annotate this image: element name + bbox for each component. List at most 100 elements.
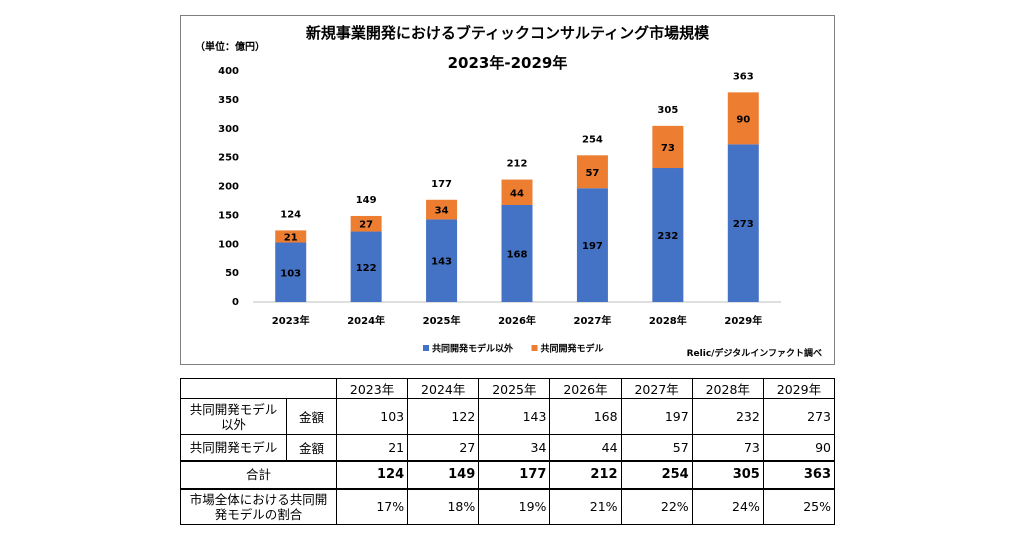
table-cell: 363 — [762, 459, 836, 490]
bar-total-label: 363 — [733, 71, 754, 82]
table-cell: 22% — [620, 488, 693, 525]
table-cell: 44 — [549, 434, 622, 461]
bar-segment-other — [727, 144, 759, 302]
table-row: 共同開発モデル 金額 21 27 34 44 57 73 90 — [180, 434, 836, 461]
y-tick-label: 200 — [218, 182, 239, 193]
table-year: 2023年 — [335, 378, 409, 399]
x-tick-label: 2028年 — [649, 314, 687, 327]
bar-segment-other — [426, 219, 458, 302]
table-cell: 17% — [335, 488, 409, 525]
bar-data-label: 73 — [661, 143, 675, 154]
bar-total-label: 177 — [431, 179, 452, 190]
x-tick-label: 2025年 — [423, 314, 461, 327]
table-cell: 19% — [478, 488, 551, 525]
bar-data-label: 27 — [359, 220, 373, 231]
y-tick-label: 100 — [218, 239, 239, 250]
table-cell: 24% — [691, 488, 764, 525]
table-cell: 254 — [620, 459, 693, 490]
chart-panel: 新規事業開発におけるブティックコンサルティング市場規模 2023年-2029年 … — [180, 15, 835, 365]
bar-segment-joint — [652, 125, 684, 169]
bar-data-label: 44 — [510, 188, 524, 199]
bar-segment-other — [275, 242, 307, 302]
row-label: 市場全体における共同開発モデルの割合 — [180, 488, 337, 525]
row-label: 合計 — [180, 459, 337, 490]
bar-data-label: 57 — [585, 168, 599, 179]
y-tick-label: 250 — [218, 153, 239, 164]
legend-swatch-joint — [531, 345, 538, 351]
unit-label: （単位：億円） — [195, 42, 265, 53]
bar-segment-other — [501, 204, 533, 302]
bar-chart: 0 50 100 150 200 250 300 350 400 103 21 124 2023年 122… — [218, 66, 781, 355]
table-cell: 273 — [762, 398, 836, 435]
table-row: 市場全体における共同開発モデルの割合 17% 18% 19% 21% 22% 2… — [180, 488, 836, 525]
table-year: 2025年 — [478, 378, 551, 399]
table-cell: 25% — [762, 488, 836, 525]
bar-segment-other — [350, 231, 382, 302]
y-tick-label: 0 — [232, 297, 239, 308]
table-cell: 232 — [691, 398, 764, 435]
table-year: 2028年 — [691, 378, 764, 399]
bar-data-label: 122 — [356, 263, 377, 274]
bar-segment-joint — [576, 155, 608, 189]
bar-segment-joint — [426, 199, 458, 220]
legend-label: 共同開発モデル以外 — [432, 343, 513, 355]
table-total-row: 合計 124 149 177 212 254 305 363 — [180, 459, 836, 490]
chart-title: 新規事業開発におけるブティックコンサルティング市場規模 — [305, 24, 710, 42]
x-tick-label: 2024年 — [347, 314, 385, 327]
x-tick-label: 2029年 — [724, 314, 762, 327]
chart-subtitle: 2023年-2029年 — [447, 54, 568, 72]
table-cell: 149 — [407, 459, 480, 490]
bar-total-label: 254 — [582, 134, 603, 145]
table-corner — [180, 378, 337, 399]
table-header-row: 2023年 2024年 2025年 2026年 2027年 2028年 2029… — [180, 378, 836, 399]
bar-total-label: 124 — [280, 209, 301, 220]
table-year: 2027年 — [620, 378, 693, 399]
bar-segment-other — [576, 188, 608, 302]
bar-data-label: 143 — [431, 257, 452, 268]
table-year: 2029年 — [762, 378, 836, 399]
table-cell: 90 — [762, 434, 836, 461]
bar-total-label: 305 — [657, 105, 678, 116]
table-cell: 57 — [620, 434, 693, 461]
table-cell: 168 — [549, 398, 622, 435]
bar-segment-other — [652, 168, 684, 302]
table-cell: 122 — [407, 398, 480, 435]
bar-data-label: 232 — [657, 231, 678, 242]
row-sublabel: 金額 — [286, 398, 337, 435]
table-year: 2024年 — [407, 378, 480, 399]
x-tick-label: 2027年 — [574, 314, 612, 327]
y-tick-label: 150 — [218, 210, 239, 221]
table-row: 共同開発モデル以外 金額 103 122 143 168 197 232 273 — [180, 398, 836, 435]
table-cell: 73 — [691, 434, 764, 461]
y-tick-label: 50 — [225, 268, 239, 279]
bar-total-label: 149 — [356, 195, 377, 206]
y-tick-label: 400 — [218, 66, 239, 77]
table-cell: 34 — [478, 434, 551, 461]
table-cell: 177 — [478, 459, 551, 490]
table-cell: 21% — [549, 488, 622, 525]
row-label: 共同開発モデル — [180, 434, 287, 461]
table-cell: 143 — [478, 398, 551, 435]
source-label: Relic/デジタルインファクト調べ — [686, 349, 822, 359]
bar-data-label: 21 — [284, 232, 298, 243]
bar-data-label: 90 — [736, 114, 750, 125]
bar-data-label: 34 — [435, 206, 449, 217]
bar-segment-joint — [275, 230, 307, 243]
bar-data-label: 197 — [582, 241, 603, 252]
bar-segment-joint — [727, 92, 759, 145]
bar-data-label: 273 — [733, 219, 754, 230]
legend-label: 共同開発モデル — [541, 343, 604, 355]
bar-segment-joint — [350, 215, 382, 232]
y-tick-label: 350 — [218, 95, 239, 106]
x-tick-label: 2026年 — [498, 314, 536, 327]
bar-total-label: 212 — [507, 159, 528, 170]
table-cell: 18% — [407, 488, 480, 525]
bar-data-label: 168 — [507, 249, 528, 260]
table-year: 2026年 — [549, 378, 622, 399]
bar-data-label: 103 — [280, 268, 301, 279]
table-cell: 103 — [335, 398, 409, 435]
table-cell: 197 — [620, 398, 693, 435]
y-tick-label: 300 — [218, 124, 239, 135]
row-label: 共同開発モデル以外 — [180, 398, 287, 435]
x-tick-label: 2023年 — [272, 314, 310, 327]
